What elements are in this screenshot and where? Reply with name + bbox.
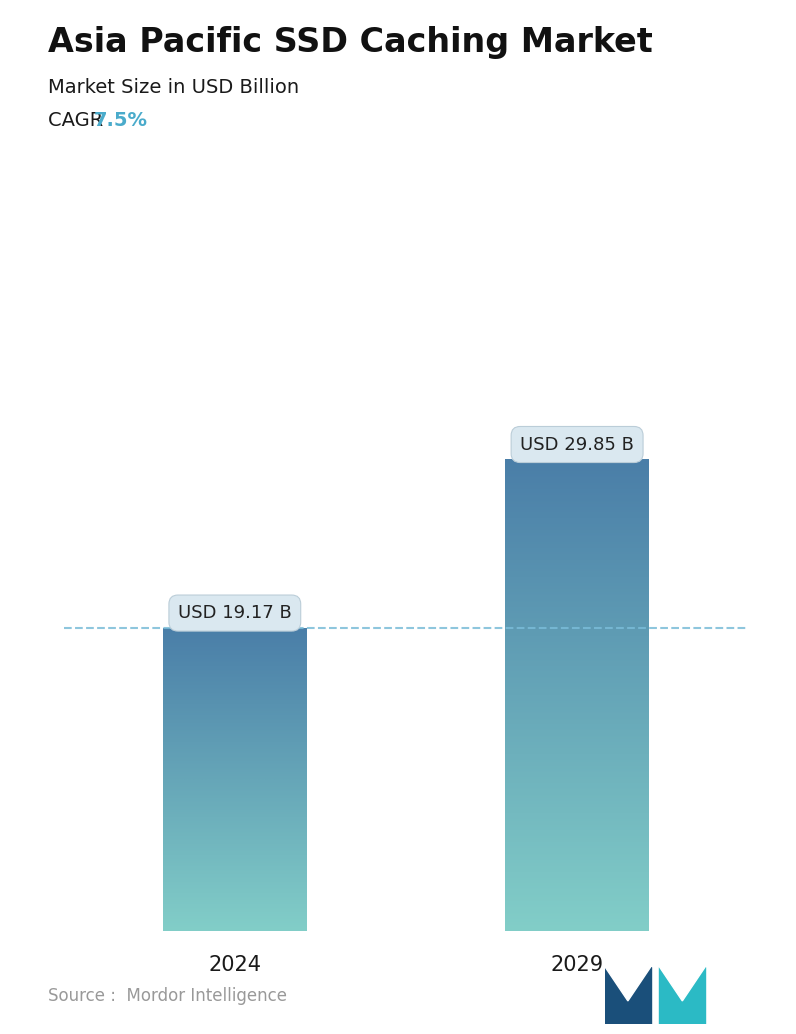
Text: 2024: 2024 (209, 954, 261, 975)
Text: USD 29.85 B: USD 29.85 B (520, 435, 634, 454)
Text: CAGR: CAGR (48, 111, 115, 129)
Text: Market Size in USD Billion: Market Size in USD Billion (48, 78, 298, 96)
Polygon shape (605, 967, 651, 1024)
Text: 2029: 2029 (551, 954, 603, 975)
Text: USD 19.17 B: USD 19.17 B (178, 604, 291, 622)
Text: 7.5%: 7.5% (94, 111, 148, 129)
Polygon shape (659, 967, 705, 1024)
Polygon shape (659, 967, 705, 1001)
Text: Asia Pacific SSD Caching Market: Asia Pacific SSD Caching Market (48, 26, 653, 59)
Polygon shape (605, 967, 651, 1001)
Text: Source :  Mordor Intelligence: Source : Mordor Intelligence (48, 987, 287, 1005)
